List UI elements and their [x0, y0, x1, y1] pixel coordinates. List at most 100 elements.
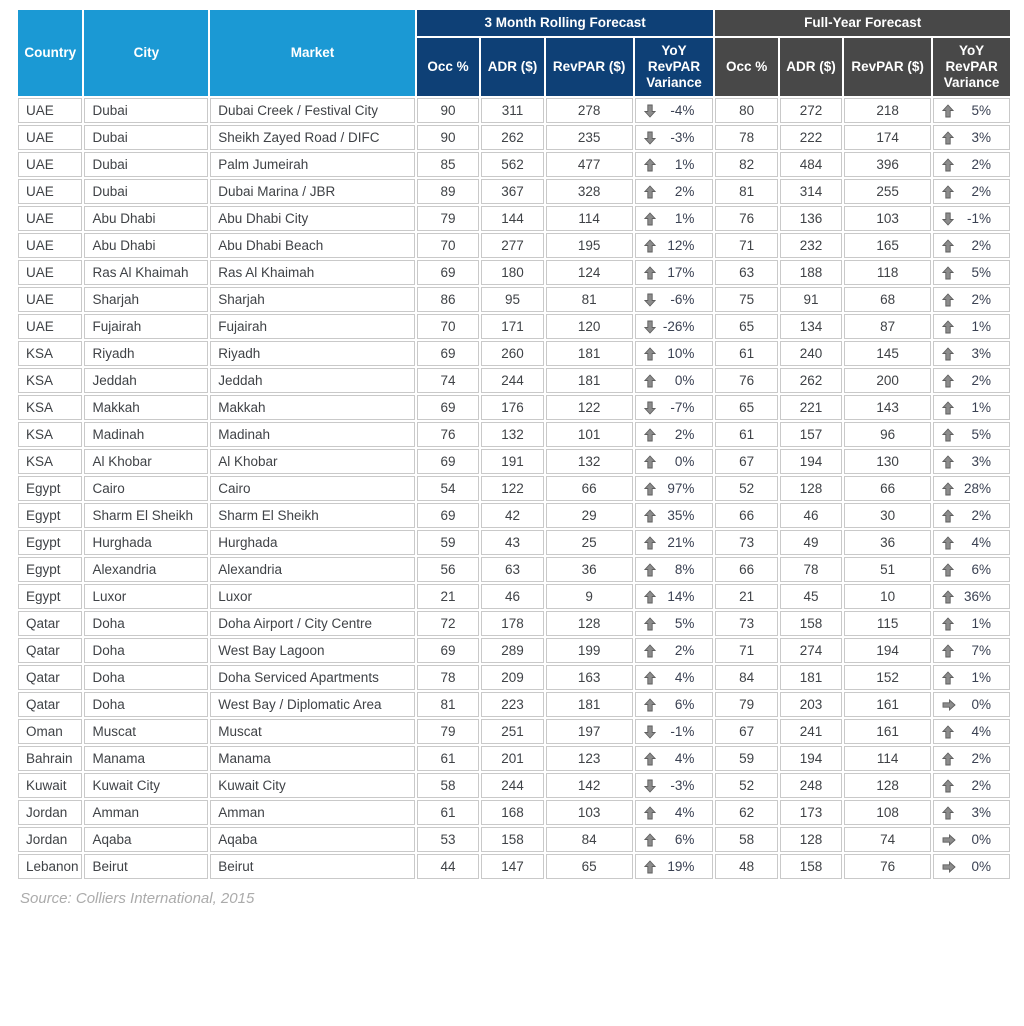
fy-occ-cell: 21: [715, 584, 778, 609]
variance-value: -1%: [670, 724, 695, 739]
fy-variance-indicator: 2%: [934, 235, 1009, 256]
m3-occ-cell: 70: [416, 233, 480, 258]
fy-occ-cell: 52: [715, 476, 778, 501]
m3-revpar-cell: 142: [545, 773, 633, 798]
market-cell: Palm Jumeirah: [210, 152, 415, 177]
variance-value: 6%: [971, 562, 991, 577]
variance-value: 4%: [674, 751, 695, 766]
m3-occ-cell: 81: [416, 692, 480, 717]
m3-adr-cell: 122: [481, 476, 544, 501]
fy-revpar-cell: 174: [844, 125, 932, 150]
market-cell: Riyadh: [210, 341, 415, 366]
m3-occ-cell: 69: [416, 638, 480, 663]
market-cell: Muscat: [210, 719, 415, 744]
city-cell: Aqaba: [84, 827, 209, 852]
fy-yoy-variance-cell: 3%: [933, 800, 1010, 825]
variance-value: 0%: [674, 373, 695, 388]
variance-value: 36%: [963, 589, 991, 604]
fy-occ-cell: 81: [715, 179, 778, 204]
table-row: Qatar Doha Doha Serviced Apartments 78 209 16…: [18, 665, 1010, 690]
city-column-header: City: [84, 10, 209, 96]
fy-occ-cell: 76: [715, 206, 778, 231]
m3-occ-cell: 74: [416, 368, 480, 393]
market-cell: Abu Dhabi Beach: [210, 233, 415, 258]
variance-value: 3%: [971, 805, 991, 820]
country-column-header: Country: [18, 10, 83, 96]
variance-value: -3%: [670, 778, 695, 793]
table-row: UAE Dubai Palm Jumeirah 85 562 477 1% 82 484 396 2…: [18, 152, 1010, 177]
variance-value: -26%: [662, 319, 695, 334]
city-cell: Abu Dhabi: [84, 233, 209, 258]
fy-occ-cell: 66: [715, 503, 778, 528]
fy-revpar-cell: 76: [844, 854, 932, 879]
fy-occ-cell: 61: [715, 341, 778, 366]
city-cell: Sharm El Sheikh: [84, 503, 209, 528]
table-row: Lebanon Beirut Beirut 44 147 65 19% 48 158 76 0%: [18, 854, 1010, 879]
m3-variance-indicator: 5%: [636, 613, 713, 634]
variance-value: 4%: [971, 535, 991, 550]
m3-yoy-variance-cell: 4%: [634, 800, 714, 825]
m3-occ-cell: 69: [416, 503, 480, 528]
trend-up-arrow-icon: [643, 157, 656, 171]
m3-occ-cell: 69: [416, 449, 480, 474]
country-cell: UAE: [18, 98, 83, 123]
variance-value: -6%: [670, 292, 695, 307]
fy-adr-cell: 91: [779, 287, 843, 312]
fy-yoy-variance-cell: 2%: [933, 503, 1010, 528]
m3-variance-indicator: 4%: [636, 748, 713, 769]
fy-occ-cell: 82: [715, 152, 778, 177]
fy-revpar-cell: 51: [844, 557, 932, 582]
trend-down-arrow-icon: [942, 212, 955, 226]
m3-variance-indicator: 35%: [636, 505, 713, 526]
fy-occ-cell: 62: [715, 800, 778, 825]
m3-yoy-variance-cell: 21%: [634, 530, 714, 555]
market-cell: Manama: [210, 746, 415, 771]
fy-adr-cell: 188: [779, 260, 843, 285]
table-row: UAE Dubai Sheikh Zayed Road / DIFC 90 262 235…: [18, 125, 1010, 150]
fy-yoy-variance-cell: 1%: [933, 665, 1010, 690]
m3-occ-cell: 76: [416, 422, 480, 447]
variance-value: 2%: [971, 508, 991, 523]
fy-adr-cell: 314: [779, 179, 843, 204]
fy-yoy-variance-cell: 1%: [933, 395, 1010, 420]
trend-right-arrow-icon: [942, 833, 956, 846]
m3-yoy-variance-cell: 1%: [634, 206, 714, 231]
trend-up-arrow-icon: [942, 292, 955, 306]
m3-occ-cell: 72: [416, 611, 480, 636]
fy-variance-indicator: 2%: [934, 370, 1009, 391]
fy-occ-cell: 75: [715, 287, 778, 312]
market-cell: Madinah: [210, 422, 415, 447]
m3-occ-cell: 21: [416, 584, 480, 609]
m3-revpar-cell: 124: [545, 260, 633, 285]
table-row: Egypt Alexandria Alexandria 56 63 36 8% 66 78 51 6…: [18, 557, 1010, 582]
fy-occ-cell: 76: [715, 368, 778, 393]
m3-adr-cell: 144: [481, 206, 544, 231]
m3-variance-indicator: 19%: [636, 856, 713, 877]
country-cell: UAE: [18, 287, 83, 312]
m3-yoy-variance-cell: 1%: [634, 152, 714, 177]
m3-variance-indicator: 0%: [636, 370, 713, 391]
market-cell: Jeddah: [210, 368, 415, 393]
fy-revpar-cell: 130: [844, 449, 932, 474]
market-cell: Dubai Marina / JBR: [210, 179, 415, 204]
fy-variance-indicator: 0%: [934, 829, 1009, 850]
m3-adr-cell: 262: [481, 125, 544, 150]
fy-variance-indicator: 2%: [934, 289, 1009, 310]
m3-variance-indicator: 2%: [636, 640, 713, 661]
city-cell: Hurghada: [84, 530, 209, 555]
trend-up-arrow-icon: [942, 508, 955, 522]
fy-variance-indicator: 1%: [934, 316, 1009, 337]
m3-variance-indicator: 2%: [636, 181, 713, 202]
variance-value: 14%: [667, 589, 695, 604]
trend-up-arrow-icon: [942, 103, 955, 117]
fy-variance-indicator: 6%: [934, 559, 1009, 580]
m3-revpar-cell: 199: [545, 638, 633, 663]
m3-occ-cell: 90: [416, 98, 480, 123]
variance-value: 97%: [667, 481, 695, 496]
m3-adr-cell: 244: [481, 368, 544, 393]
fy-yoy-variance-cell: 7%: [933, 638, 1010, 663]
m3-adr-cell: 562: [481, 152, 544, 177]
fy-revpar-cell: 118: [844, 260, 932, 285]
fy-variance-indicator: 5%: [934, 262, 1009, 283]
fy-yoy-variance-cell: 2%: [933, 179, 1010, 204]
